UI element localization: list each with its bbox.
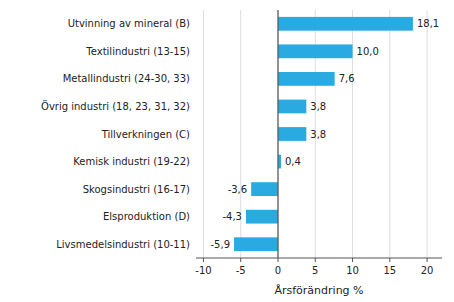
bar bbox=[251, 182, 278, 196]
data-label: 18,1 bbox=[417, 18, 439, 29]
data-labels: -5,9 -4,3 -3,6 0,4 3,8 3,8 7,6 10,0 18,1 bbox=[211, 18, 440, 249]
y-tick-label: Utvinning av mineral (B) bbox=[68, 18, 190, 29]
x-axis: -10 -5 0 5 10 15 20 bbox=[195, 258, 442, 276]
x-tick-label: -5 bbox=[236, 265, 246, 276]
y-tick-label: Kemisk industri (19-22) bbox=[73, 156, 190, 167]
chart-svg: -10 -5 0 5 10 15 20 Årsförändring % Livsmedelsin… bbox=[0, 0, 454, 302]
bar bbox=[278, 17, 413, 31]
x-tick bbox=[278, 258, 279, 262]
x-tick bbox=[315, 258, 316, 262]
x-tick-label: 20 bbox=[421, 265, 434, 276]
data-label: 7,6 bbox=[339, 73, 355, 84]
data-label: -5,9 bbox=[211, 239, 231, 250]
data-label: 3,8 bbox=[310, 101, 326, 112]
bar bbox=[278, 44, 353, 58]
x-tick bbox=[427, 258, 428, 262]
x-tick-label: -10 bbox=[195, 265, 211, 276]
x-tick bbox=[240, 258, 241, 262]
bars bbox=[234, 17, 413, 251]
y-tick-label: Metallindustri (24-30, 33) bbox=[63, 73, 190, 84]
x-tick-label: 0 bbox=[275, 265, 281, 276]
y-tick-label: Tillverkningen (C) bbox=[101, 129, 190, 140]
bar bbox=[278, 72, 335, 86]
grid-line bbox=[427, 10, 428, 258]
x-tick-label: 10 bbox=[346, 265, 359, 276]
grid-line bbox=[278, 10, 279, 258]
data-label: 0,4 bbox=[285, 156, 301, 167]
bar bbox=[234, 237, 278, 251]
chart-container: -10 -5 0 5 10 15 20 Årsförändring % Livsmedelsin… bbox=[0, 0, 454, 302]
bar bbox=[246, 210, 278, 224]
y-tick-label: Övrig industri (18, 23, 31, 32) bbox=[41, 100, 190, 112]
zero-line bbox=[277, 10, 278, 258]
bar bbox=[278, 100, 306, 114]
grid-line bbox=[203, 10, 204, 258]
grid bbox=[203, 10, 427, 258]
x-axis-line bbox=[196, 258, 442, 259]
y-tick-label: Elsproduktion (D) bbox=[103, 211, 190, 222]
y-tick-label: Skogsindustri (16-17) bbox=[83, 184, 190, 195]
data-label: 10,0 bbox=[357, 46, 379, 57]
x-axis-label: Årsförändring % bbox=[274, 284, 363, 297]
y-tick-label: Livsmedelsindustri (10-11) bbox=[56, 239, 190, 250]
x-tick-label: 5 bbox=[312, 265, 318, 276]
x-tick bbox=[203, 258, 204, 262]
grid-line bbox=[389, 10, 390, 258]
bar bbox=[278, 127, 306, 141]
x-tick bbox=[352, 258, 353, 262]
y-tick-label: Textilindustri (13-15) bbox=[85, 46, 190, 57]
data-label: -3,6 bbox=[228, 184, 248, 195]
x-tick-label: 15 bbox=[383, 265, 396, 276]
data-label: -4,3 bbox=[222, 211, 242, 222]
data-label: 3,8 bbox=[310, 129, 326, 140]
y-axis: Livsmedelsindustri (10-11) Elsproduktion … bbox=[41, 18, 190, 249]
x-tick bbox=[389, 258, 390, 262]
